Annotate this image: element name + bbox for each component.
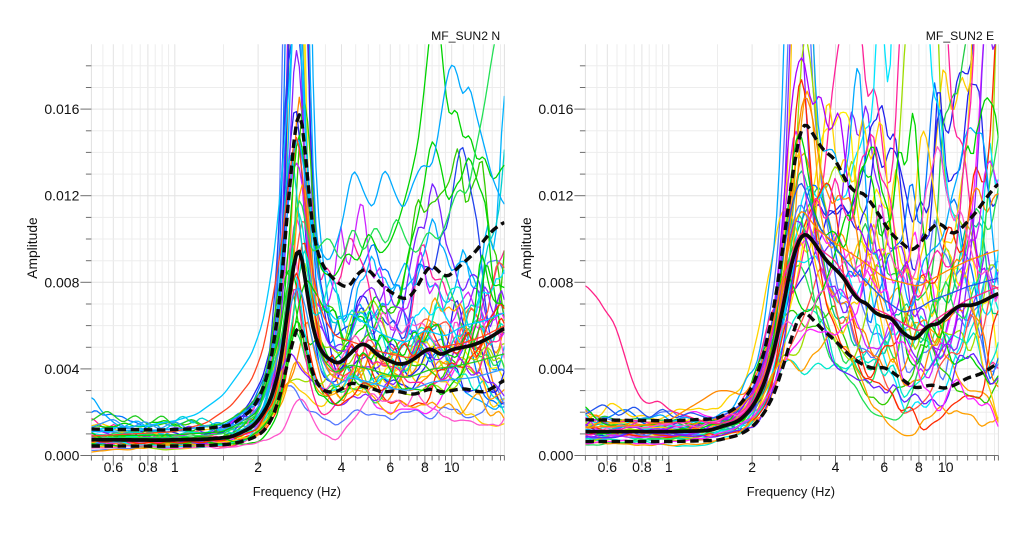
svg-text:8: 8 [915, 459, 923, 475]
svg-text:4: 4 [832, 459, 840, 475]
svg-text:0.000: 0.000 [44, 448, 79, 464]
svg-text:2: 2 [748, 459, 756, 475]
svg-text:Frequency (Hz): Frequency (Hz) [747, 484, 835, 499]
svg-text:10: 10 [444, 459, 460, 475]
svg-text:0.004: 0.004 [44, 361, 79, 377]
svg-text:0.008: 0.008 [44, 274, 79, 290]
svg-text:0.6: 0.6 [598, 459, 618, 475]
svg-text:10: 10 [938, 459, 954, 475]
svg-text:0.8: 0.8 [138, 459, 158, 475]
svg-text:MF_SUN2 E: MF_SUN2 E [926, 29, 994, 43]
svg-text:0.016: 0.016 [44, 101, 79, 117]
svg-text:6: 6 [880, 459, 888, 475]
svg-text:6: 6 [386, 459, 394, 475]
svg-text:0.000: 0.000 [538, 448, 573, 464]
svg-text:0.004: 0.004 [538, 361, 573, 377]
svg-text:0.012: 0.012 [44, 188, 79, 204]
svg-text:MF_SUN2 N: MF_SUN2 N [431, 29, 500, 43]
svg-text:Frequency (Hz): Frequency (Hz) [253, 484, 341, 499]
svg-text:0.6: 0.6 [104, 459, 124, 475]
svg-text:1: 1 [171, 459, 179, 475]
svg-text:0.8: 0.8 [632, 459, 652, 475]
svg-text:0.008: 0.008 [538, 274, 573, 290]
svg-text:4: 4 [338, 459, 346, 475]
svg-text:2: 2 [254, 459, 262, 475]
svg-text:8: 8 [421, 459, 429, 475]
svg-text:Amplitude: Amplitude [519, 217, 534, 279]
svg-text:0.012: 0.012 [538, 188, 573, 204]
svg-text:1: 1 [665, 459, 673, 475]
svg-text:Amplitude: Amplitude [25, 217, 40, 279]
svg-text:0.016: 0.016 [538, 101, 573, 117]
